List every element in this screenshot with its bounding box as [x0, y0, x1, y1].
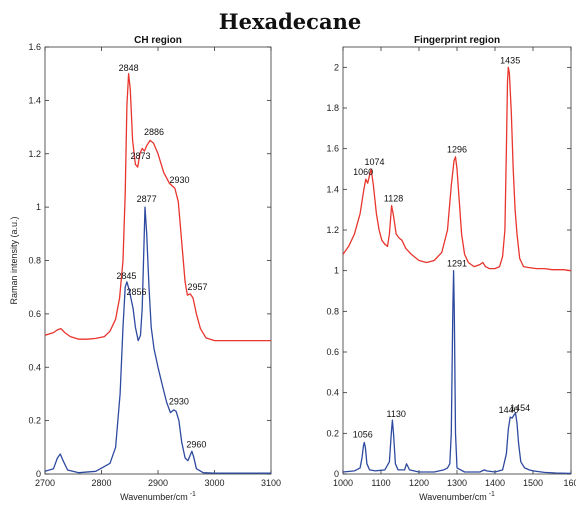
- fp-y-tick-label: 0.6: [326, 347, 339, 357]
- fp-panel-title: Fingerprint region: [414, 35, 500, 46]
- ch-peak-label: 2960: [186, 439, 206, 449]
- fp-x-tick-label: 1200: [409, 478, 429, 488]
- fp-red-spectrum-line: [343, 66, 571, 272]
- fp-x-tick-label: 1500: [523, 478, 543, 488]
- ch-y-tick-label: 0.2: [28, 416, 41, 426]
- fp-x-tick-label: 1400: [485, 478, 505, 488]
- fp-y-tick-label: 0.4: [326, 388, 339, 398]
- ch-x-tick-label: 3100: [261, 478, 281, 488]
- fp-x-tick-label: 1000: [333, 478, 353, 488]
- fp-y-tick-label: 1.6: [326, 144, 339, 154]
- ch-y-tick-label: 1.4: [28, 95, 41, 105]
- fp-y-tick-label: 1: [334, 266, 339, 276]
- ch-y-tick-label: 0.4: [28, 362, 41, 372]
- ch-x-tick-label: 2900: [148, 478, 168, 488]
- ch-x-tick-label: 3000: [204, 478, 224, 488]
- fp-peak-label: 1291: [447, 259, 467, 269]
- ch-x-tick-label: 2700: [35, 478, 55, 488]
- fp-x-tick-label: 1100: [371, 478, 390, 488]
- ch-panel-title: CH region: [134, 35, 182, 46]
- fp-y-tick-label: 1.8: [326, 103, 339, 113]
- fp-peak-label: 1060: [353, 167, 373, 177]
- ch-axes-frame: [44, 46, 272, 475]
- fp-x-tick-label: 160: [563, 478, 576, 488]
- fp-x-tick-label: 1300: [447, 478, 467, 488]
- ch-peak-label: 2848: [119, 63, 139, 73]
- fp-x-axis-label: Wavenumber/cm -1: [419, 491, 495, 502]
- fingerprint-region-panel: Fingerprint region 1000 1100 1200 1300 1400 15…: [326, 35, 576, 502]
- ch-y-tick-label: 0: [36, 469, 41, 479]
- fp-peak-label: 1454: [510, 403, 530, 413]
- fp-peak-label: 1128: [384, 194, 403, 204]
- fp-y-tick-label: 0.8: [326, 306, 339, 316]
- ch-red-spectrum-line: [45, 73, 271, 342]
- fp-peak-label: 1440: [499, 405, 519, 415]
- fp-y-tick-label: 0.2: [326, 428, 339, 438]
- ch-peak-label: 2845: [116, 271, 136, 281]
- ch-y-axis-label: Raman intensity (a.u.): [9, 216, 19, 304]
- ch-y-tick-label: 1: [36, 202, 41, 212]
- fp-y-tick-label: 0: [334, 469, 339, 479]
- ch-x-tick-label: 2800: [91, 478, 111, 488]
- ch-x-axis-label: Wavenumber/cm -1: [120, 491, 196, 502]
- fp-peak-label: 1056: [353, 429, 373, 439]
- fp-y-tick-label: 1.2: [326, 225, 339, 235]
- fp-peak-label: 1074: [365, 157, 385, 167]
- ch-peak-label: 2856: [127, 287, 147, 297]
- ch-peak-label: 2930: [169, 175, 189, 185]
- fp-y-tick-label: 1.4: [326, 184, 339, 194]
- ch-y-tick-label: 0.6: [28, 309, 41, 319]
- ch-region-panel: CH region 2700 2800 2900 3000 3100 0 0.2 0.4 0.6 0…: [9, 35, 281, 502]
- fp-peak-label: 1435: [500, 55, 520, 65]
- ch-peak-label: 2930: [169, 397, 189, 407]
- ch-y-tick-label: 1.2: [28, 149, 41, 159]
- ch-y-tick-label: 1.6: [28, 42, 41, 52]
- ch-peak-label: 2873: [130, 151, 150, 161]
- fp-peak-label: 1130: [387, 409, 406, 419]
- ch-peak-label: 2886: [144, 127, 164, 137]
- ch-blue-spectrum-line: [45, 206, 271, 474]
- ch-peak-label: 2957: [188, 282, 208, 292]
- fp-peak-label: 1296: [447, 145, 467, 155]
- fp-blue-spectrum-line: [343, 270, 571, 474]
- ch-y-tick-label: 0.8: [28, 256, 41, 266]
- figure-title: Hexadecane: [219, 9, 361, 34]
- fp-y-tick-label: 2: [334, 62, 339, 72]
- ch-peak-label: 2877: [137, 194, 157, 204]
